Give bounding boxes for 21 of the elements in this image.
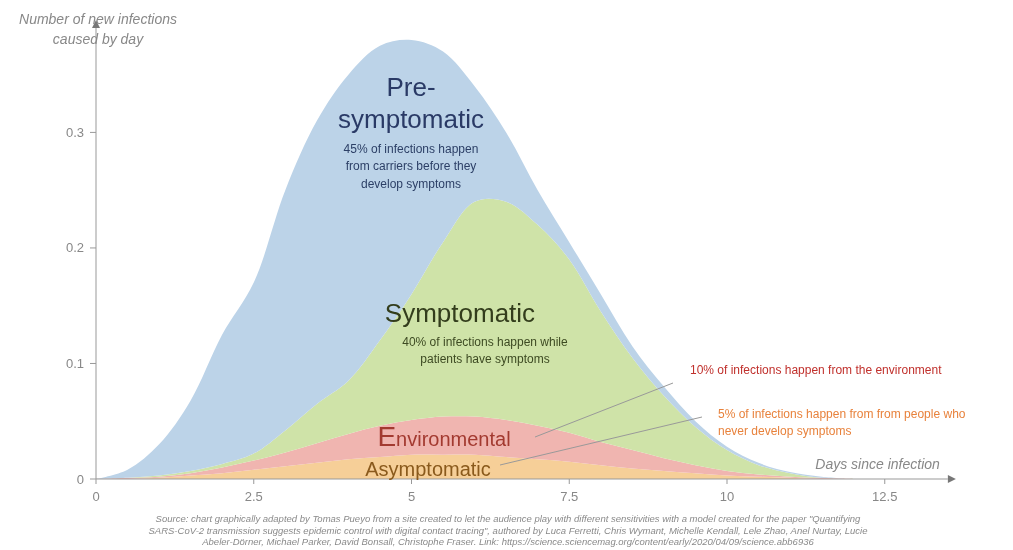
series-label: Pre-symptomatic xyxy=(338,72,484,134)
y-tick-label: 0.2 xyxy=(65,240,84,256)
annotation: 10% of infections happen from the environment xyxy=(690,363,943,377)
y-tick-label: 0.3 xyxy=(65,124,84,140)
x-tick-label: 10 xyxy=(719,489,735,504)
x-tick-label: 2.5 xyxy=(244,489,263,504)
x-tick-label: 12.5 xyxy=(872,489,898,504)
x-tick-label: 5 xyxy=(407,489,416,504)
x-tick-label: 7.5 xyxy=(560,489,579,504)
series-label: Symptomatic xyxy=(384,298,536,328)
x-axis-title: Days since infection xyxy=(815,456,941,472)
x-tick-label: 0 xyxy=(92,489,100,504)
source-note: Source: chart graphically adapted by Tomas Pueyo from a site created to let the audience play with different sensitivities with a model created for the paper "Quantifying SARS-CoV-2 transmission suggests epidemic control with digital contact tracing", authored by Luca Ferretti, Chris Wymant, Michelle Kendall, Lele Zhao, Anel Nurtay, Lucie Abeler-Dörner, Michael Parker, David Bonsall, Christophe Fraser. Link: https://science.sciencemag.org/content/early/2020/04/09/science.abb6936 xyxy=(148,513,868,547)
annotation: 40% of infections happen while patients have symptoms xyxy=(402,335,569,367)
y-tick-label: 0.1 xyxy=(65,355,84,371)
y-tick-label: 0 xyxy=(76,471,84,487)
y-axis-title: Number of new infections caused by day xyxy=(19,11,177,47)
series-label: Environmental xyxy=(377,421,511,452)
series-label: Asymptomatic xyxy=(365,458,491,480)
annotation: 45% of infections happen from carriers before they develop symptoms xyxy=(343,142,479,191)
annotation: 5% of infections happen from from people who never develop symptoms xyxy=(718,407,966,439)
